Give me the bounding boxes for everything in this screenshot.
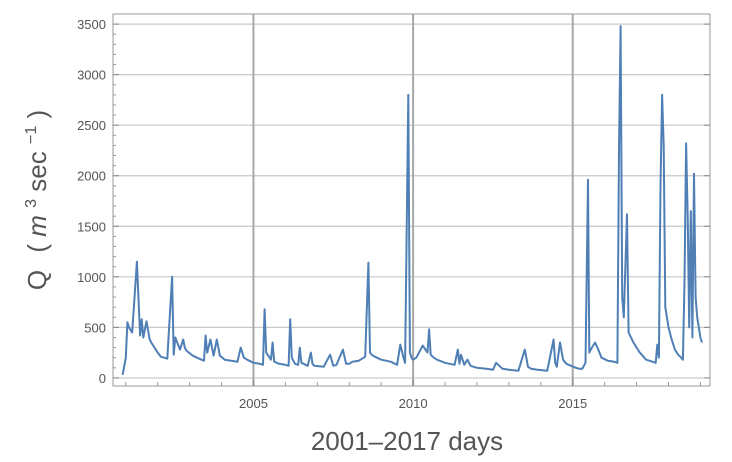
y-axis-title-paren-open: ( <box>22 244 52 253</box>
y-axis-title-sec: sec <box>22 151 52 191</box>
y-axis-title-supneg1: −1 <box>23 126 40 144</box>
series-line-q <box>121 25 703 376</box>
x-axis-title: 2001–2017 days <box>311 426 503 456</box>
y-axis-title-sup3: 3 <box>23 199 40 208</box>
y-tick-label-1500: 1500 <box>77 219 106 234</box>
grid-lines <box>113 14 710 386</box>
x-tick-label-2010: 2010 <box>399 396 428 411</box>
y-tick-label-0: 0 <box>99 371 106 386</box>
y-tick-label-2000: 2000 <box>77 169 106 184</box>
x-tick-label-2015: 2015 <box>558 396 587 411</box>
y-tick-label-500: 500 <box>84 320 106 335</box>
y-axis-title-paren-close: ) <box>22 110 52 119</box>
axis-ticks <box>113 23 710 386</box>
y-tick-label-3000: 3000 <box>77 68 106 83</box>
y-axis-title-m: m <box>22 215 52 237</box>
y-tick-label-2500: 2500 <box>77 118 106 133</box>
y-tick-label-1000: 1000 <box>77 270 106 285</box>
y-axis-title: Q ( m 3 sec −1 ) <box>12 110 52 290</box>
x-tick-label-2005: 2005 <box>239 396 268 411</box>
tick-labels: 0 500 1000 1500 2000 2500 3000 3500 2005 2010 2015 <box>77 17 587 411</box>
y-tick-label-3500: 3500 <box>77 17 106 32</box>
y-axis-title-prefix: Q <box>22 270 52 290</box>
plot-frame <box>112 13 711 387</box>
